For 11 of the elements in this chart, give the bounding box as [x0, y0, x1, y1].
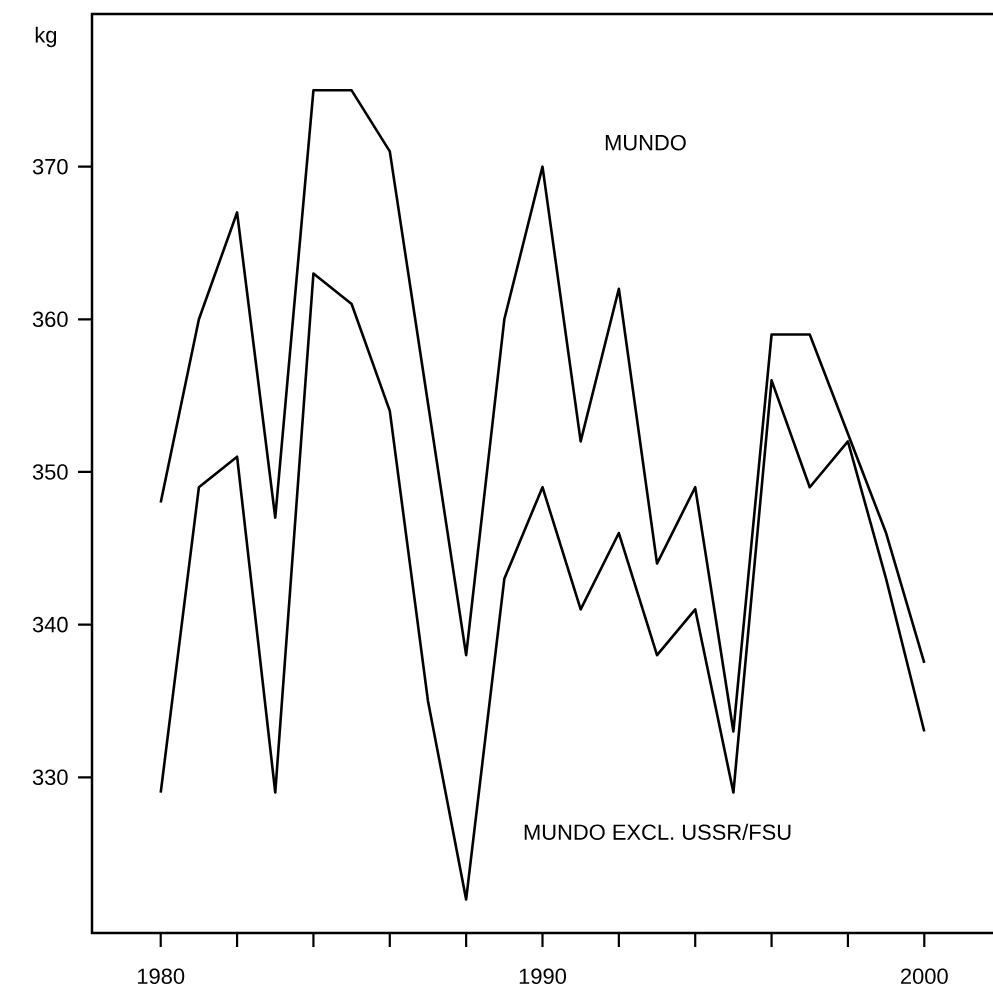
x-tick-label: 1990: [519, 968, 567, 985]
y-tick-label: 350: [32, 464, 68, 480]
y-tick-label: 330: [32, 769, 68, 786]
x-tick-label: 1980: [138, 968, 185, 985]
text: MUNDO EXCL. USSR/FSU: [524, 823, 791, 840]
y-axis-title: kg: [35, 26, 57, 48]
y-tick-label: 370: [32, 158, 68, 175]
y-tick-label: 340: [32, 616, 68, 633]
x-tick-label: 2000: [901, 968, 948, 985]
y-tick-label: 360: [32, 311, 68, 328]
text: MUNDO: [605, 134, 686, 151]
